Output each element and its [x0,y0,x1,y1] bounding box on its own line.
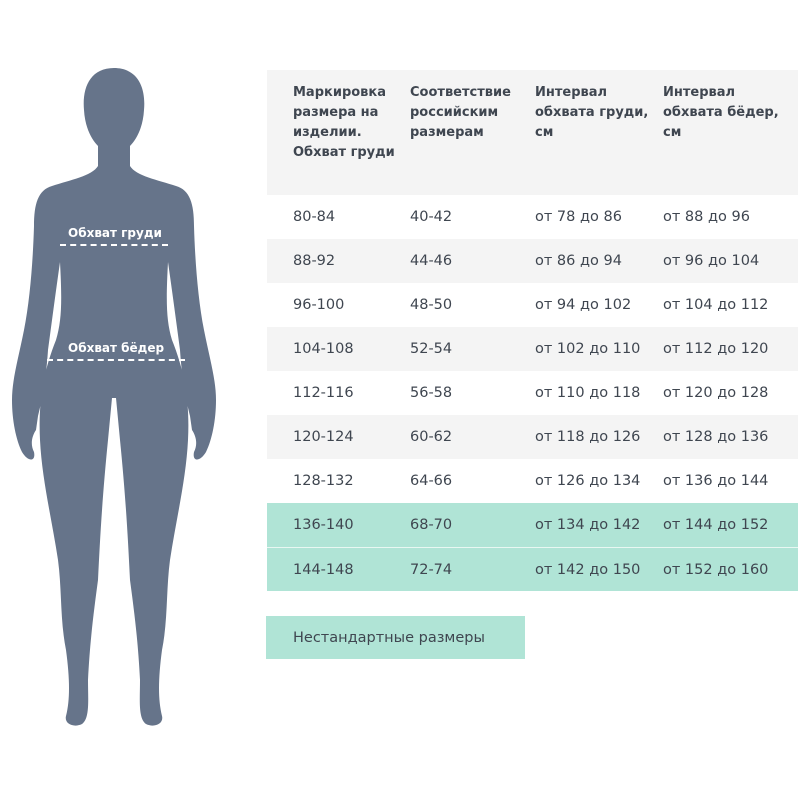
cell-hips-range: от 144 до 152 [663,517,769,533]
cell-size-marking: 80-84 [293,209,336,225]
header-russian-size: Соответствие российским размерам [410,85,511,140]
cell-chest-range: от 110 до 118 [535,385,641,401]
cell-chest-range: от 142 до 150 [535,561,641,578]
table-row: 136-140 68-70 от 134 до 142 от 144 до 152 [267,503,798,547]
cell-size-marking: 88-92 [293,253,336,269]
cell-russian-size: 72-74 [410,561,453,578]
cell-hips-range: от 112 до 120 [663,341,769,357]
cell-chest-range: от 102 до 110 [535,341,641,357]
cell-russian-size: 56-58 [410,385,453,401]
cell-russian-size: 40-42 [410,209,453,225]
table-row: 128-132 64-66 от 126 до 134 от 136 до 144 [267,459,798,503]
table-row: 104-108 52-54 от 102 до 110 от 112 до 120 [267,327,798,371]
cell-russian-size: 44-46 [410,253,453,269]
cell-size-marking: 120-124 [293,429,354,445]
cell-chest-range: от 86 до 94 [535,253,622,269]
cell-russian-size: 60-62 [410,429,453,445]
cell-chest-range: от 78 до 86 [535,209,622,225]
cell-hips-range: от 152 до 160 [663,561,769,578]
cell-hips-range: от 96 до 104 [663,253,760,269]
cell-size-marking: 144-148 [293,561,354,578]
cell-size-marking: 136-140 [293,517,354,533]
header-chest-range: Интервал обхвата груди, см [535,85,649,140]
chest-line [60,244,168,246]
nonstandard-sizes-legend: Нестандартные размеры [266,616,525,659]
cell-size-marking: 128-132 [293,473,354,489]
header-hips-range: Интервал обхвата бёдер, см [663,85,779,140]
cell-hips-range: от 88 до 96 [663,209,750,225]
cell-chest-range: от 118 до 126 [535,429,641,445]
cell-hips-range: от 136 до 144 [663,473,769,489]
table-row: 112-116 56-58 от 110 до 118 от 120 до 128 [267,371,798,415]
table-row: 80-84 40-42 от 78 до 86 от 88 до 96 [267,195,798,239]
cell-russian-size: 64-66 [410,473,453,489]
cell-hips-range: от 120 до 128 [663,385,769,401]
header-size-marking: Маркировка размера на изделии. Обхват гр… [293,85,395,160]
table-row: 96-100 48-50 от 94 до 102 от 104 до 112 [267,283,798,327]
hips-line [47,359,185,361]
cell-size-marking: 96-100 [293,297,345,313]
female-figure-icon [12,68,216,726]
table-row: 120-124 60-62 от 118 до 126 от 128 до 136 [267,415,798,459]
cell-russian-size: 68-70 [410,517,453,533]
cell-hips-range: от 104 до 112 [663,297,769,313]
cell-russian-size: 52-54 [410,341,453,357]
hips-label: Обхват бёдер [68,341,165,355]
table-row: 144-148 72-74 от 142 до 150 от 152 до 160 [267,547,798,591]
cell-chest-range: от 134 до 142 [535,517,641,533]
cell-hips-range: от 128 до 136 [663,429,769,445]
cell-size-marking: 104-108 [293,341,354,357]
cell-chest-range: от 126 до 134 [535,473,641,489]
body-silhouette: Обхват груди Обхват бёдер [0,0,260,800]
table-row: 88-92 44-46 от 86 до 94 от 96 до 104 [267,239,798,283]
legend-label: Нестандартные размеры [293,629,485,646]
cell-russian-size: 48-50 [410,297,453,313]
chest-label: Обхват груди [68,226,162,240]
table-header: Маркировка размера на изделии. Обхват гр… [267,70,798,195]
size-table: Маркировка размера на изделии. Обхват гр… [267,70,798,591]
cell-chest-range: от 94 до 102 [535,297,632,313]
cell-size-marking: 112-116 [293,385,354,401]
